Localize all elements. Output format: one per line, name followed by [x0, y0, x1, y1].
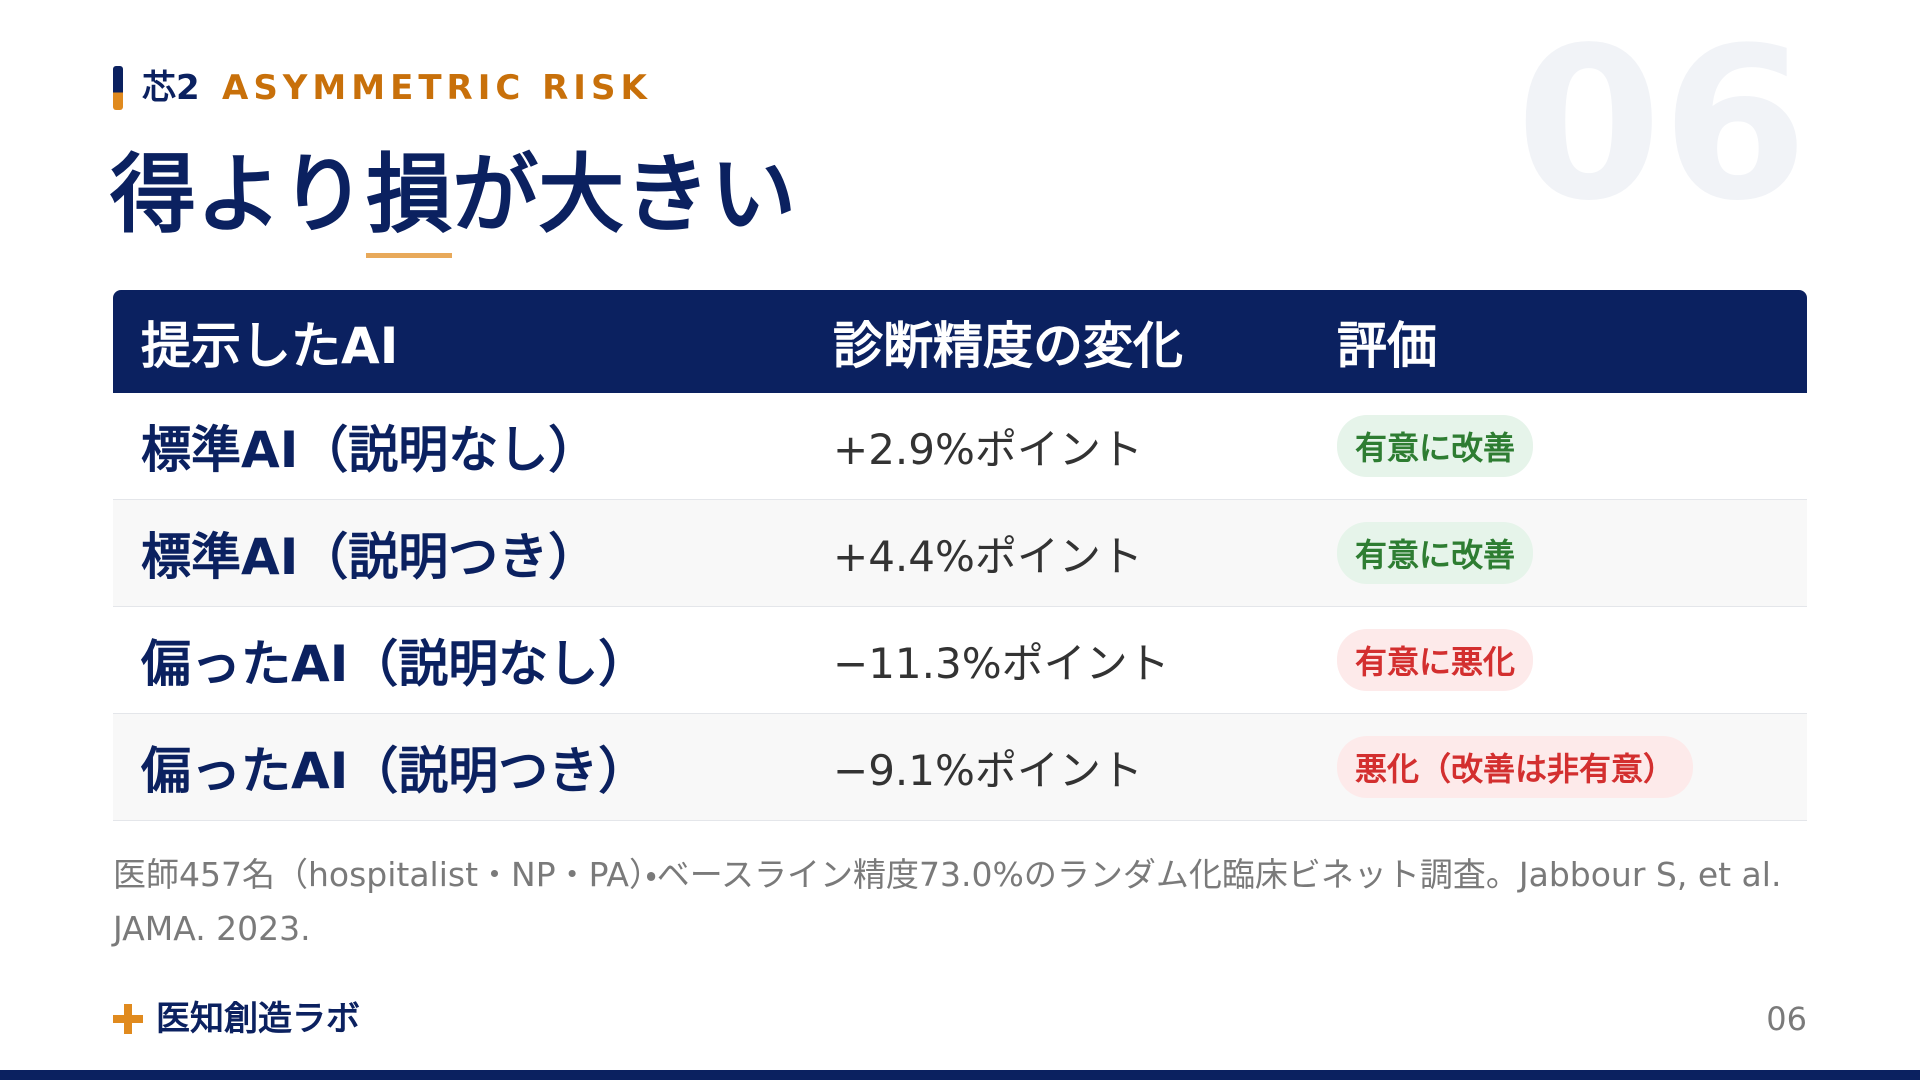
page-number: 06	[1766, 1000, 1807, 1038]
rating-cell: 有意に改善	[1337, 393, 1534, 499]
ai-label: 偏ったAI（説明つき）	[141, 742, 649, 800]
ai-label: 標準AI（説明つき）	[141, 528, 599, 586]
table-row: 偏ったAI（説明なし） −11.3%ポイント 有意に悪化	[113, 607, 1807, 714]
table-row: 標準AI（説明なし） +2.9%ポイント 有意に改善	[113, 393, 1807, 500]
bottom-bar	[0, 1070, 1920, 1080]
section-label: ASYMMETRIC RISK	[222, 68, 652, 108]
title-part: 得より	[110, 145, 367, 245]
rating-badge: 有意に悪化	[1337, 629, 1534, 691]
table-row: 偏ったAI（説明つき） −9.1%ポイント 悪化（改善は非有意）	[113, 714, 1807, 821]
accuracy-change: +2.9%ポイント	[833, 424, 1143, 474]
brand-icon	[113, 1004, 143, 1034]
column-header: 提示したAI	[141, 316, 399, 375]
title-emphasis: 損	[366, 145, 453, 258]
table-header: 提示したAI 診断精度の変化 評価	[113, 290, 1807, 393]
column-header: 診断精度の変化	[833, 316, 1183, 375]
brand: 医知創造ラボ	[156, 999, 360, 1039]
accuracy-change: −9.1%ポイント	[833, 745, 1143, 795]
ai-label: 偏ったAI（説明なし）	[141, 635, 649, 693]
table-row: 標準AI（説明つき） +4.4%ポイント 有意に改善	[113, 500, 1807, 607]
accuracy-change: +4.4%ポイント	[833, 531, 1143, 581]
rating-cell: 有意に悪化	[1337, 607, 1534, 713]
rating-badge: 有意に改善	[1337, 415, 1534, 477]
accuracy-change: −11.3%ポイント	[833, 638, 1170, 688]
rating-cell: 有意に改善	[1337, 500, 1534, 606]
table: 提示したAI 診断精度の変化 評価 標準AI（説明なし） +2.9%ポイント 有意に…	[113, 290, 1807, 821]
column-header: 評価	[1337, 316, 1437, 375]
title-part: が大きい	[452, 145, 797, 245]
rating-badge: 悪化（改善は非有意）	[1337, 736, 1694, 798]
rating-cell: 悪化（改善は非有意）	[1337, 714, 1694, 820]
ai-label: 標準AI（説明なし）	[141, 421, 599, 479]
rating-badge: 有意に改善	[1337, 522, 1534, 584]
footnote: 医師457名（hospitalist・NP・PA）・ベースライン精度73.0%の…	[113, 855, 1782, 948]
page-watermark: 06	[1515, 2, 1808, 247]
section-number: 芯2	[142, 68, 200, 108]
section-marker	[113, 66, 123, 110]
table-body: 標準AI（説明なし） +2.9%ポイント 有意に改善 標準AI（説明つき） +4.4%ポ…	[113, 393, 1807, 821]
title: 得より損が大きい	[110, 145, 797, 258]
